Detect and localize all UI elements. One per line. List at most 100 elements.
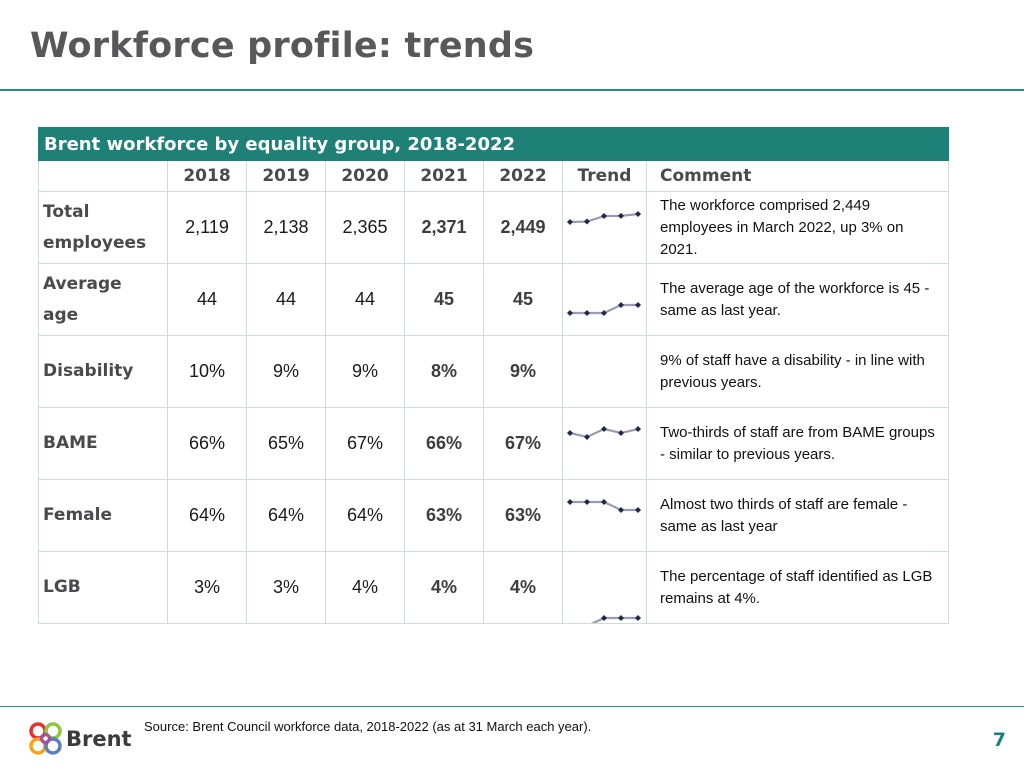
trend-marker: [635, 615, 641, 621]
row-label: Female: [38, 479, 168, 552]
page-number: 7: [992, 729, 1006, 751]
cell-value: 2,365: [325, 191, 405, 264]
cell-value: 9%: [483, 335, 563, 408]
trend-marker: [584, 434, 590, 440]
cell-value: 64%: [246, 479, 326, 552]
cell-value: 3%: [167, 551, 247, 624]
cell-value: 2,449: [483, 191, 563, 264]
row-label: Disability: [38, 335, 168, 408]
trend-marker: [635, 426, 641, 432]
title-divider: [0, 89, 1024, 91]
cell-value: 4%: [325, 551, 405, 624]
row-label-line: Disability: [43, 361, 134, 381]
row-comment: 9% of staff have a disability - in line …: [646, 335, 949, 408]
table-row: Total employees 2,119 2,138 2,365 2,371 2,449 T…: [38, 191, 949, 264]
trend-marker: [567, 310, 573, 316]
row-label: BAME: [38, 407, 168, 480]
cell-value: 4%: [404, 551, 484, 624]
row-label-line: Total: [43, 201, 90, 222]
column-header: 2021: [404, 160, 484, 192]
trend-marker: [584, 218, 590, 225]
workforce-table: Brent workforce by equality group, 2018-…: [38, 127, 949, 624]
row-comment: The workforce comprised 2,449 employees …: [646, 191, 949, 264]
cell-value: 9%: [246, 335, 326, 408]
trend-sparkline: [567, 302, 641, 316]
row-comment: The average age of the workforce is 45 -…: [646, 263, 949, 336]
trend-marker: [618, 507, 624, 513]
row-comment: Almost two thirds of staff are female - …: [646, 479, 949, 552]
cell-value: 10%: [167, 335, 247, 408]
row-label-line: age: [43, 304, 79, 325]
row-comment: Two-thirds of staff are from BAME groups…: [646, 407, 949, 480]
trend-marker: [584, 499, 590, 505]
trend-cell: [562, 551, 647, 624]
trend-cell: [562, 479, 647, 552]
source-note: Source: Brent Council workforce data, 20…: [144, 719, 592, 734]
trend-marker: [618, 615, 624, 621]
table-header-row: 2018 2019 2020 2021 2022 Trend Comment: [38, 160, 949, 192]
trend-marker: [618, 212, 624, 219]
row-label-line: BAME: [43, 433, 98, 453]
cell-value: 45: [404, 263, 484, 336]
trend-marker: [601, 615, 607, 621]
cell-value: 66%: [404, 407, 484, 480]
column-header: 2019: [246, 160, 326, 192]
trend-marker: [567, 499, 573, 505]
cell-value: 66%: [167, 407, 247, 480]
table-row: Female 64% 64% 64% 63% 63% Almost two thirds o…: [38, 479, 949, 552]
trend-sparkline: [563, 336, 647, 407]
table-row: Disability 10% 9% 9% 8% 9% 9% of staff have a …: [38, 335, 949, 408]
trend-marker: [635, 211, 641, 217]
trend-cell: [562, 263, 647, 336]
column-header: Trend: [562, 160, 647, 192]
table-row: Average age 44 44 44 45 45 The average age of t…: [38, 263, 949, 336]
cell-value: 8%: [404, 335, 484, 408]
brent-logo-text: Brent: [66, 727, 132, 751]
brent-logo: Brent: [29, 722, 132, 756]
row-label-line: Average: [43, 273, 122, 294]
trend-sparkline: [567, 211, 641, 225]
footer-divider: [0, 706, 1024, 707]
row-label-line: employees: [43, 232, 147, 253]
page-title: Workforce profile: trends: [30, 26, 535, 66]
trend-marker: [618, 430, 624, 436]
trend-sparkline: [567, 426, 641, 440]
cell-value: 9%: [325, 335, 405, 408]
brent-logo-icon: [29, 722, 62, 755]
cell-value: 4%: [483, 551, 563, 624]
row-label-line: Female: [43, 505, 112, 525]
row-comment: The percentage of staff identified as LG…: [646, 551, 949, 624]
cell-value: 45: [483, 263, 563, 336]
cell-value: 67%: [483, 407, 563, 480]
cell-value: 44: [167, 263, 247, 336]
header-blank: [38, 160, 168, 192]
cell-value: 2,138: [246, 191, 326, 264]
cell-value: 44: [246, 263, 326, 336]
cell-value: 44: [325, 263, 405, 336]
trend-marker: [584, 310, 590, 316]
trend-marker: [567, 219, 573, 225]
cell-value: 63%: [404, 479, 484, 552]
row-label: Average age: [38, 263, 168, 336]
row-label: Total employees: [38, 191, 168, 264]
trend-marker: [601, 426, 607, 432]
cell-value: 67%: [325, 407, 405, 480]
cell-value: 3%: [246, 551, 326, 624]
trend-marker: [635, 507, 641, 513]
trend-marker: [601, 499, 607, 505]
column-header: 2020: [325, 160, 405, 192]
table-row: LGB 3% 3% 4% 4% 4% The percentage of staff ide…: [38, 551, 949, 624]
table-caption: Brent workforce by equality group, 2018-…: [38, 127, 949, 161]
cell-value: 2,371: [404, 191, 484, 264]
trend-marker: [567, 430, 573, 436]
cell-value: 64%: [167, 479, 247, 552]
column-header: Comment: [646, 160, 949, 192]
trend-marker: [601, 213, 607, 220]
trend-marker: [618, 302, 624, 308]
trend-cell: [562, 407, 647, 480]
column-header: 2018: [167, 160, 247, 192]
cell-value: 63%: [483, 479, 563, 552]
trend-marker: [635, 302, 641, 308]
trend-cell: [562, 335, 647, 408]
cell-value: 65%: [246, 407, 326, 480]
